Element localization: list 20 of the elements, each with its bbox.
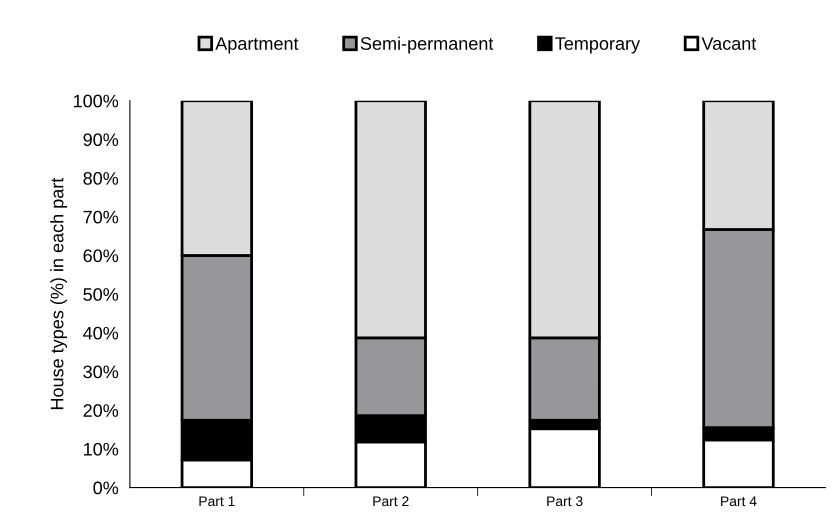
y-tick-label: 100% — [74, 94, 118, 108]
x-tick-label: Part 4 — [721, 496, 757, 506]
y-tick-label: 70% — [84, 210, 118, 224]
y-tick-label: 40% — [83, 326, 118, 340]
x-tick-label: Part 3 — [547, 496, 583, 506]
y-tick-label: 10% — [84, 442, 118, 456]
y-tick-label: 50% — [83, 288, 118, 301]
y-tick-label: 0% — [93, 482, 118, 494]
legend-label: Semi-permanent — [360, 36, 494, 54]
legend-label: Temporary — [555, 37, 640, 54]
legend-label: Vacant — [702, 37, 756, 50]
y-axis-title: House types (%) in each part — [50, 178, 68, 410]
x-tick-label: Part 2 — [373, 496, 409, 506]
x-tick-label: Part 1 — [199, 496, 235, 506]
y-tick-label: 60% — [84, 249, 118, 262]
y-tick-label: 90% — [83, 133, 118, 146]
legend-label: Apartment — [215, 37, 298, 54]
y-tick-label: 20% — [84, 404, 118, 417]
y-tick-label: 80% — [83, 172, 118, 185]
y-tick-label: 30% — [83, 365, 118, 378]
